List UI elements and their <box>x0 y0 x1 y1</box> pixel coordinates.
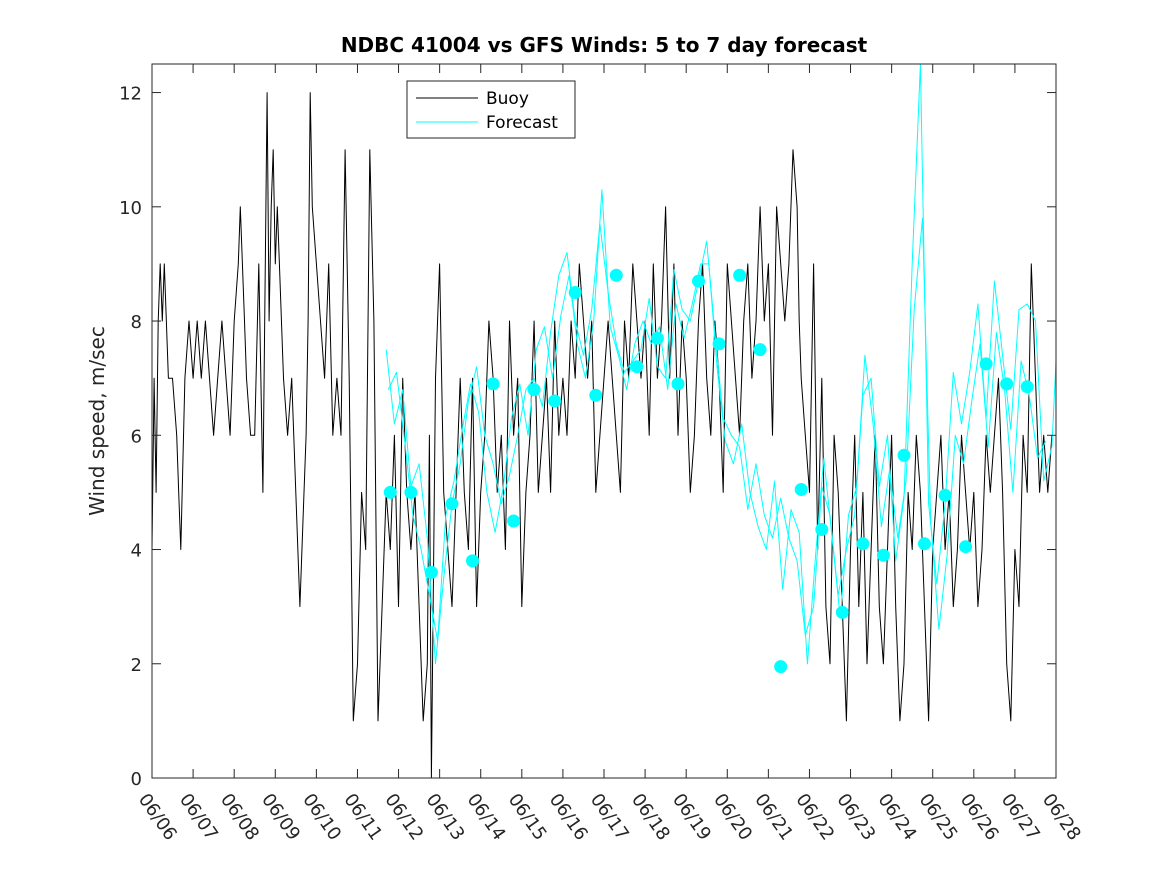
series-line-buoy <box>152 92 1053 778</box>
forecast-marker <box>548 394 562 408</box>
forecast-marker <box>1020 380 1034 394</box>
forecast-marker <box>938 488 952 502</box>
forecast-marker <box>424 565 438 579</box>
forecast-marker <box>856 537 870 551</box>
forecast-marker <box>1000 377 1014 391</box>
legend-label-forecast: Forecast <box>486 113 558 133</box>
forecast-marker <box>507 514 521 528</box>
forecast-marker <box>466 554 479 568</box>
forecast-marker <box>876 548 890 562</box>
legend-label-buoy: Buoy <box>486 89 529 109</box>
y-tick-label: 0 <box>131 769 142 790</box>
series-line-forecast <box>385 64 1056 665</box>
forecast-marker <box>794 483 808 496</box>
forecast-marker <box>445 497 459 511</box>
y-axis-label: Wind speed, m/sec <box>85 326 109 516</box>
y-tick-label: 8 <box>131 312 142 333</box>
forecast-marker <box>609 268 623 282</box>
forecast-marker <box>650 331 664 345</box>
forecast-marker <box>979 357 993 371</box>
forecast-marker <box>568 286 582 299</box>
legend-box <box>406 80 576 139</box>
forecast-marker <box>959 540 973 554</box>
chart-title: NDBC 41004 vs GFS Winds: 5 to 7 day fore… <box>341 33 868 57</box>
forecast-marker <box>486 377 500 391</box>
forecast-marker <box>733 268 747 282</box>
y-tick-label: 10 <box>119 198 142 219</box>
legend: Buoy Forecast <box>406 80 576 139</box>
forecast-marker <box>918 537 931 551</box>
y-tick-label: 6 <box>131 426 142 447</box>
forecast-marker <box>692 274 705 288</box>
forecast-marker <box>589 388 603 402</box>
forecast-marker <box>753 343 767 357</box>
plot-area <box>152 64 1056 778</box>
forecast-marker <box>815 523 829 536</box>
forecast-marker <box>712 337 726 351</box>
forecast-marker <box>383 485 397 499</box>
forecast-marker <box>671 377 685 391</box>
y-tick-label: 12 <box>119 84 142 105</box>
forecast-marker <box>774 660 788 674</box>
y-tick-label: 4 <box>131 541 142 562</box>
forecast-marker <box>404 485 418 499</box>
forecast-marker <box>630 360 644 374</box>
y-tick-label: 2 <box>131 655 142 676</box>
forecast-marker <box>897 448 911 462</box>
forecast-marker <box>835 605 849 619</box>
forecast-marker <box>527 383 541 397</box>
series-line-forecast-run-2 <box>387 189 1047 665</box>
